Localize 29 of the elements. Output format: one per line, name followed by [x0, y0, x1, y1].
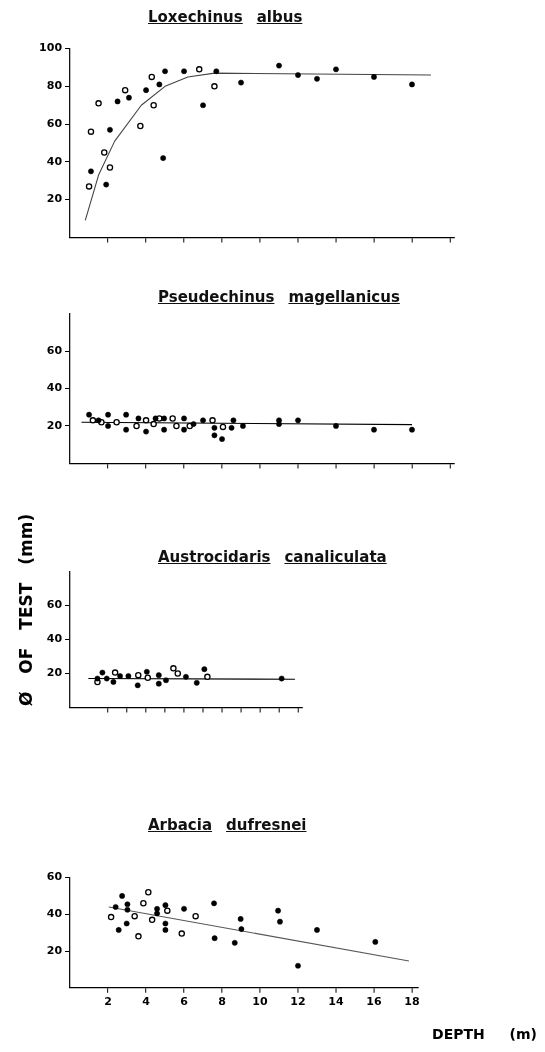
y-tick-label: 100 [39, 41, 63, 55]
y-axis-title: Ø OF TEST (mm) [16, 512, 36, 709]
chart-title: Pseudechinus magellanicus [158, 288, 400, 306]
chart-title: Loxechinus albus [148, 8, 303, 26]
y-tick-label: 20 [46, 666, 63, 680]
x-tick-label: 6 [180, 995, 189, 1009]
y-tick-label: 20 [46, 943, 63, 957]
x-tick-label: 4 [142, 995, 151, 1009]
y-tick-label: 40 [46, 154, 63, 168]
y-tick-label: 80 [46, 79, 63, 93]
x-tick-label: 18 [404, 995, 420, 1009]
y-tick-label: 40 [46, 907, 63, 921]
x-tick-label: 10 [252, 995, 269, 1009]
y-tick-label: 20 [46, 418, 63, 432]
y-tick-label: 20 [46, 192, 63, 206]
x-tick-label: 2 [104, 995, 112, 1009]
x-tick-label: 16 [366, 995, 382, 1009]
y-tick-label: 60 [46, 870, 63, 884]
chart-title: Austrocidaris canaliculata [158, 548, 387, 566]
y-tick-label: 60 [46, 116, 63, 130]
chart-title: Arbacia dufresnei [148, 816, 307, 834]
y-tick-label: 40 [46, 381, 63, 395]
y-tick-label: 60 [46, 598, 63, 612]
x-axis-title: DEPTH (m) [432, 1026, 537, 1042]
y-tick-label: 40 [46, 632, 63, 646]
x-tick-label: 12 [290, 995, 306, 1009]
x-tick-label: 14 [328, 995, 344, 1009]
x-tick-label: 8 [218, 995, 226, 1009]
y-tick-label: 60 [46, 343, 63, 357]
